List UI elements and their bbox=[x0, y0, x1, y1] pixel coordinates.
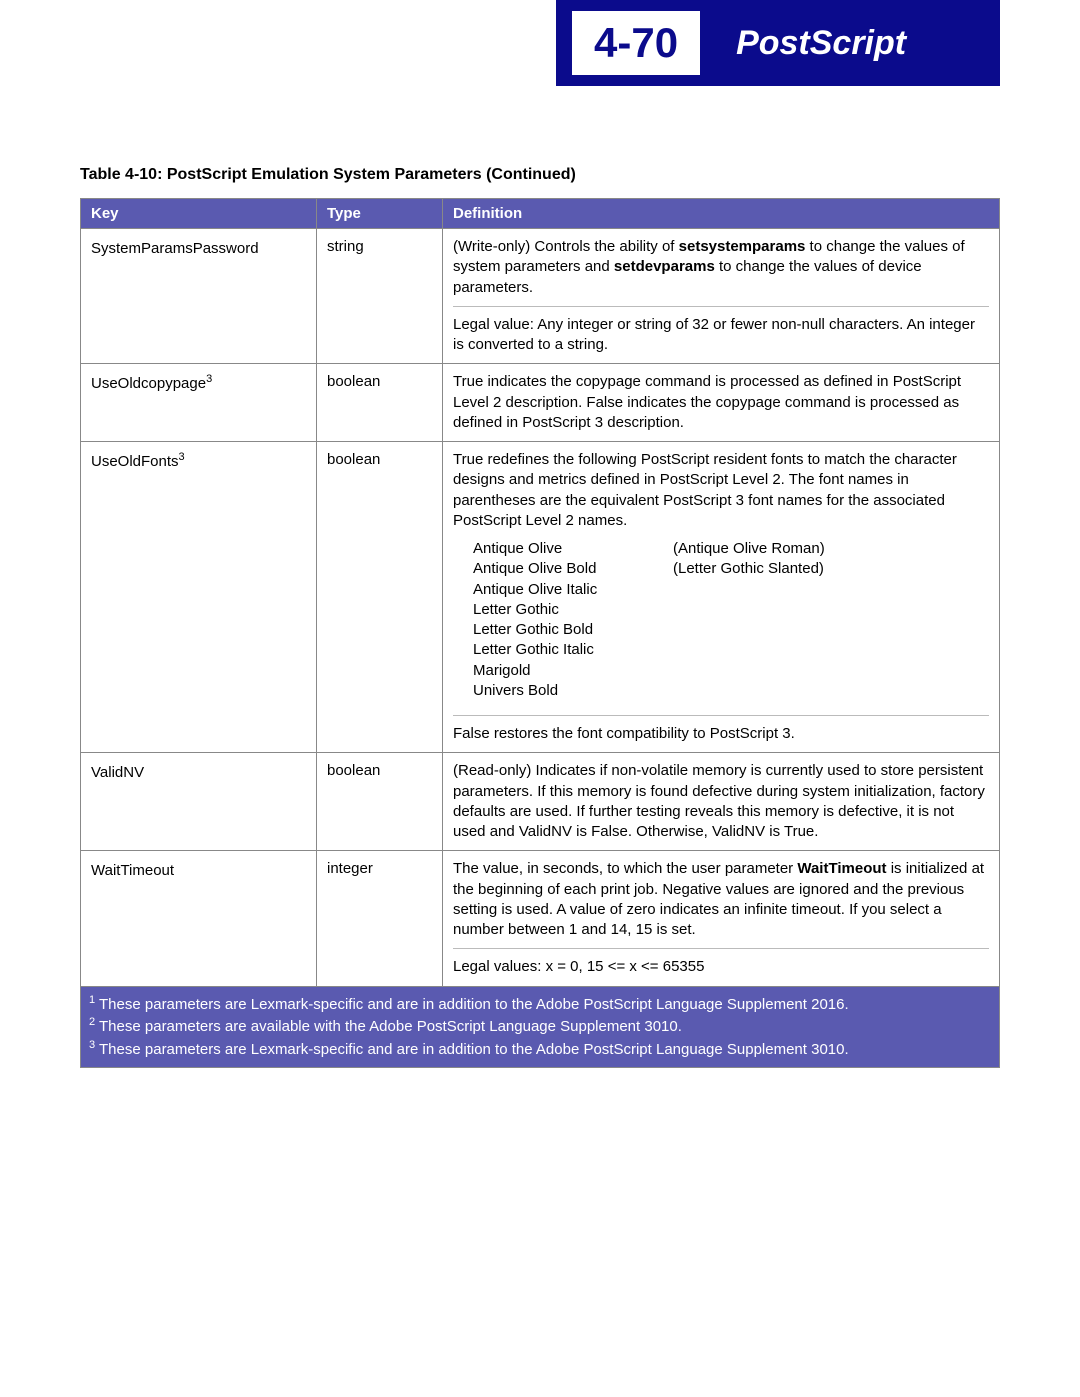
key-sup: 3 bbox=[179, 451, 185, 463]
cell-definition: True redefines the following PostScript … bbox=[443, 442, 1000, 753]
page-header: 4-70 PostScript bbox=[0, 0, 1080, 86]
content-area: Table 4-10: PostScript Emulation System … bbox=[0, 86, 1080, 1068]
page-number: 4-70 bbox=[594, 19, 678, 66]
cell-key: UseOldcopypage3 bbox=[81, 364, 317, 442]
font-item: Letter Gothic bbox=[473, 600, 673, 620]
page-number-box: 4-70 bbox=[572, 11, 700, 75]
def-text: The value, in seconds, to which the user… bbox=[453, 860, 797, 877]
font-item: Letter Gothic Bold bbox=[473, 620, 673, 640]
cell-key: ValidNV bbox=[81, 753, 317, 851]
def-text: (Write-only) Controls the ability of bbox=[453, 238, 679, 255]
def-block: Legal value: Any integer or string of 32… bbox=[453, 306, 989, 356]
def-block: Legal values: x = 0, 15 <= x <= 65355 bbox=[453, 948, 989, 977]
footnote-text: These parameters are Lexmark-specific an… bbox=[95, 1041, 849, 1058]
cell-type: boolean bbox=[317, 364, 443, 442]
font-col-left: Antique Olive Antique Olive Bold Antique… bbox=[473, 539, 673, 701]
def-block: True redefines the following PostScript … bbox=[453, 450, 989, 531]
header-blue-box: 4-70 PostScript bbox=[556, 0, 1000, 86]
table-row: UseOldFonts3 boolean True redefines the … bbox=[81, 442, 1000, 753]
header-title: PostScript bbox=[736, 24, 906, 63]
font-item: Antique Olive Bold bbox=[473, 559, 673, 579]
def-bold: setdevparams bbox=[614, 258, 715, 275]
key-text: UseOldFonts bbox=[91, 453, 179, 470]
font-col-right: (Antique Olive Roman) (Letter Gothic Sla… bbox=[673, 539, 825, 701]
table-header-row: Key Type Definition bbox=[81, 199, 1000, 229]
font-item: (Antique Olive Roman) bbox=[673, 539, 825, 559]
table-row: UseOldcopypage3 boolean True indicates t… bbox=[81, 364, 1000, 442]
cell-type: boolean bbox=[317, 753, 443, 851]
cell-key: SystemParamsPassword bbox=[81, 229, 317, 364]
footnotes: 1 These parameters are Lexmark-specific … bbox=[80, 987, 1000, 1068]
key-text: WaitTimeout bbox=[91, 862, 174, 879]
cell-key: WaitTimeout bbox=[81, 851, 317, 986]
footnote-text: These parameters are Lexmark-specific an… bbox=[95, 996, 849, 1013]
cell-definition: True indicates the copypage command is p… bbox=[443, 364, 1000, 442]
col-key: Key bbox=[81, 199, 317, 229]
footnote: 3 These parameters are Lexmark-specific … bbox=[89, 1038, 991, 1061]
font-item: Antique Olive Italic bbox=[473, 580, 673, 600]
font-item: Univers Bold bbox=[473, 681, 673, 701]
cell-type: boolean bbox=[317, 442, 443, 753]
table-title: Table 4-10: PostScript Emulation System … bbox=[80, 166, 1000, 184]
def-block: The value, in seconds, to which the user… bbox=[453, 859, 989, 940]
footnote: 2 These parameters are available with th… bbox=[89, 1015, 991, 1038]
font-item: Antique Olive bbox=[473, 539, 673, 559]
cell-key: UseOldFonts3 bbox=[81, 442, 317, 753]
col-type: Type bbox=[317, 199, 443, 229]
font-item: Marigold bbox=[473, 661, 673, 681]
key-sup: 3 bbox=[206, 373, 212, 385]
def-bold: setsystemparams bbox=[679, 238, 806, 255]
footnote-text: These parameters are available with the … bbox=[95, 1018, 682, 1035]
cell-definition: The value, in seconds, to which the user… bbox=[443, 851, 1000, 986]
cell-type: string bbox=[317, 229, 443, 364]
font-item: (Letter Gothic Slanted) bbox=[673, 559, 825, 579]
font-list: Antique Olive Antique Olive Bold Antique… bbox=[453, 539, 989, 707]
table-row: ValidNV boolean (Read-only) Indicates if… bbox=[81, 753, 1000, 851]
table-row: WaitTimeout integer The value, in second… bbox=[81, 851, 1000, 986]
key-text: SystemParamsPassword bbox=[91, 240, 259, 257]
table-row: SystemParamsPassword string (Write-only)… bbox=[81, 229, 1000, 364]
col-definition: Definition bbox=[443, 199, 1000, 229]
cell-definition: (Read-only) Indicates if non-volatile me… bbox=[443, 753, 1000, 851]
footnote: 1 These parameters are Lexmark-specific … bbox=[89, 993, 991, 1016]
font-item: Letter Gothic Italic bbox=[473, 640, 673, 660]
parameters-table: Key Type Definition SystemParamsPassword… bbox=[80, 198, 1000, 987]
def-block: False restores the font compatibility to… bbox=[453, 715, 989, 744]
key-text: UseOldcopypage bbox=[91, 375, 206, 392]
cell-type: integer bbox=[317, 851, 443, 986]
def-block: (Write-only) Controls the ability of set… bbox=[453, 237, 989, 298]
def-bold: WaitTimeout bbox=[797, 860, 886, 877]
key-text: ValidNV bbox=[91, 764, 144, 781]
cell-definition: (Write-only) Controls the ability of set… bbox=[443, 229, 1000, 364]
